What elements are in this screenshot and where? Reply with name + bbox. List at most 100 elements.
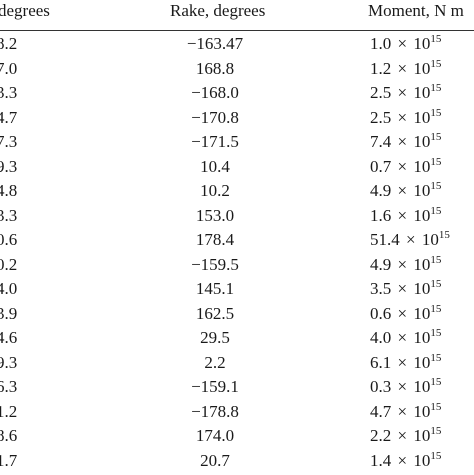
table-row: 7.0 168.8 1.2 × 1015	[0, 57, 474, 82]
rake-cell: −168.0	[165, 81, 265, 106]
moment-cell: 0.6 × 1015	[370, 302, 441, 329]
moment-mantissa: 2.5	[370, 108, 391, 127]
moment-base: 10	[413, 377, 430, 396]
times-symbol: ×	[391, 59, 413, 78]
moment-base: 10	[413, 108, 430, 127]
moment-base: 10	[413, 157, 430, 176]
moment-exponent: 15	[430, 33, 441, 45]
table-row: 7.3 −171.5 7.4 × 1015	[0, 130, 474, 155]
moment-cell: 0.7 × 1015	[370, 155, 441, 182]
moment-mantissa: 7.4	[370, 132, 391, 151]
degrees-cell: 0.6	[0, 228, 17, 253]
moment-exponent: 15	[439, 229, 450, 241]
moment-mantissa: 4.0	[370, 328, 391, 347]
moment-mantissa: 0.3	[370, 377, 391, 396]
degrees-cell: 4.7	[0, 106, 17, 131]
column-header-moment: Moment, N m	[368, 0, 464, 26]
times-symbol: ×	[391, 255, 413, 274]
moment-exponent: 15	[430, 450, 441, 462]
rake-cell: 145.1	[165, 277, 265, 302]
times-symbol: ×	[391, 426, 413, 445]
moment-base: 10	[413, 451, 430, 470]
moment-exponent: 15	[430, 376, 441, 388]
times-symbol: ×	[391, 83, 413, 102]
moment-base: 10	[413, 279, 430, 298]
moment-base: 10	[413, 206, 430, 225]
rake-cell: 162.5	[165, 302, 265, 327]
times-symbol: ×	[391, 181, 413, 200]
moment-cell: 7.4 × 1015	[370, 130, 441, 157]
moment-mantissa: 2.5	[370, 83, 391, 102]
rake-cell: −159.1	[165, 375, 265, 400]
moment-base: 10	[413, 34, 430, 53]
moment-base: 10	[413, 59, 430, 78]
times-symbol: ×	[391, 377, 413, 396]
rake-cell: 10.4	[165, 155, 265, 180]
moment-exponent: 15	[430, 401, 441, 413]
times-symbol: ×	[391, 328, 413, 347]
moment-cell: 1.2 × 1015	[370, 57, 441, 84]
moment-mantissa: 1.2	[370, 59, 391, 78]
moment-exponent: 15	[430, 303, 441, 315]
moment-base: 10	[413, 181, 430, 200]
rake-cell: 168.8	[165, 57, 265, 82]
moment-base: 10	[413, 83, 430, 102]
times-symbol: ×	[391, 279, 413, 298]
degrees-cell: 7.3	[0, 130, 17, 155]
moment-exponent: 15	[430, 205, 441, 217]
moment-base: 10	[413, 132, 430, 151]
moment-cell: 4.9 × 1015	[370, 253, 441, 280]
times-symbol: ×	[400, 230, 422, 249]
table-row: 0.6 178.4 51.4 × 1015	[0, 228, 474, 253]
moment-cell: 4.7 × 1015	[370, 400, 441, 427]
degrees-cell: 1.7	[0, 449, 17, 474]
rake-cell: 178.4	[165, 228, 265, 253]
moment-cell: 3.5 × 1015	[370, 277, 441, 304]
rake-cell: 174.0	[165, 424, 265, 449]
moment-exponent: 15	[430, 131, 441, 143]
moment-cell: 6.1 × 1015	[370, 351, 441, 378]
moment-cell: 1.6 × 1015	[370, 204, 441, 231]
moment-cell: 51.4 × 1015	[370, 228, 450, 255]
moment-base: 10	[413, 328, 430, 347]
moment-base: 10	[413, 304, 430, 323]
rake-cell: 29.5	[165, 326, 265, 351]
moment-mantissa: 1.6	[370, 206, 391, 225]
moment-base: 10	[413, 255, 430, 274]
moment-cell: 4.0 × 1015	[370, 326, 441, 353]
moment-exponent: 15	[430, 82, 441, 94]
times-symbol: ×	[391, 353, 413, 372]
degrees-cell: 3.3	[0, 81, 17, 106]
times-symbol: ×	[391, 304, 413, 323]
degrees-cell: 3.3	[0, 204, 17, 229]
column-header-degrees: degrees	[0, 0, 50, 26]
moment-base: 10	[413, 426, 430, 445]
moment-mantissa: 2.2	[370, 426, 391, 445]
moment-base: 10	[422, 230, 439, 249]
times-symbol: ×	[391, 132, 413, 151]
moment-exponent: 15	[430, 327, 441, 339]
moment-exponent: 15	[430, 156, 441, 168]
moment-mantissa: 51.4	[370, 230, 400, 249]
moment-mantissa: 1.0	[370, 34, 391, 53]
rake-cell: 20.7	[165, 449, 265, 474]
rake-cell: −178.8	[165, 400, 265, 425]
times-symbol: ×	[391, 402, 413, 421]
degrees-cell: 4.8	[0, 179, 17, 204]
times-symbol: ×	[391, 157, 413, 176]
degrees-cell: 7.0	[0, 57, 17, 82]
moment-exponent: 15	[430, 352, 441, 364]
rake-cell: −171.5	[165, 130, 265, 155]
times-symbol: ×	[391, 451, 413, 470]
